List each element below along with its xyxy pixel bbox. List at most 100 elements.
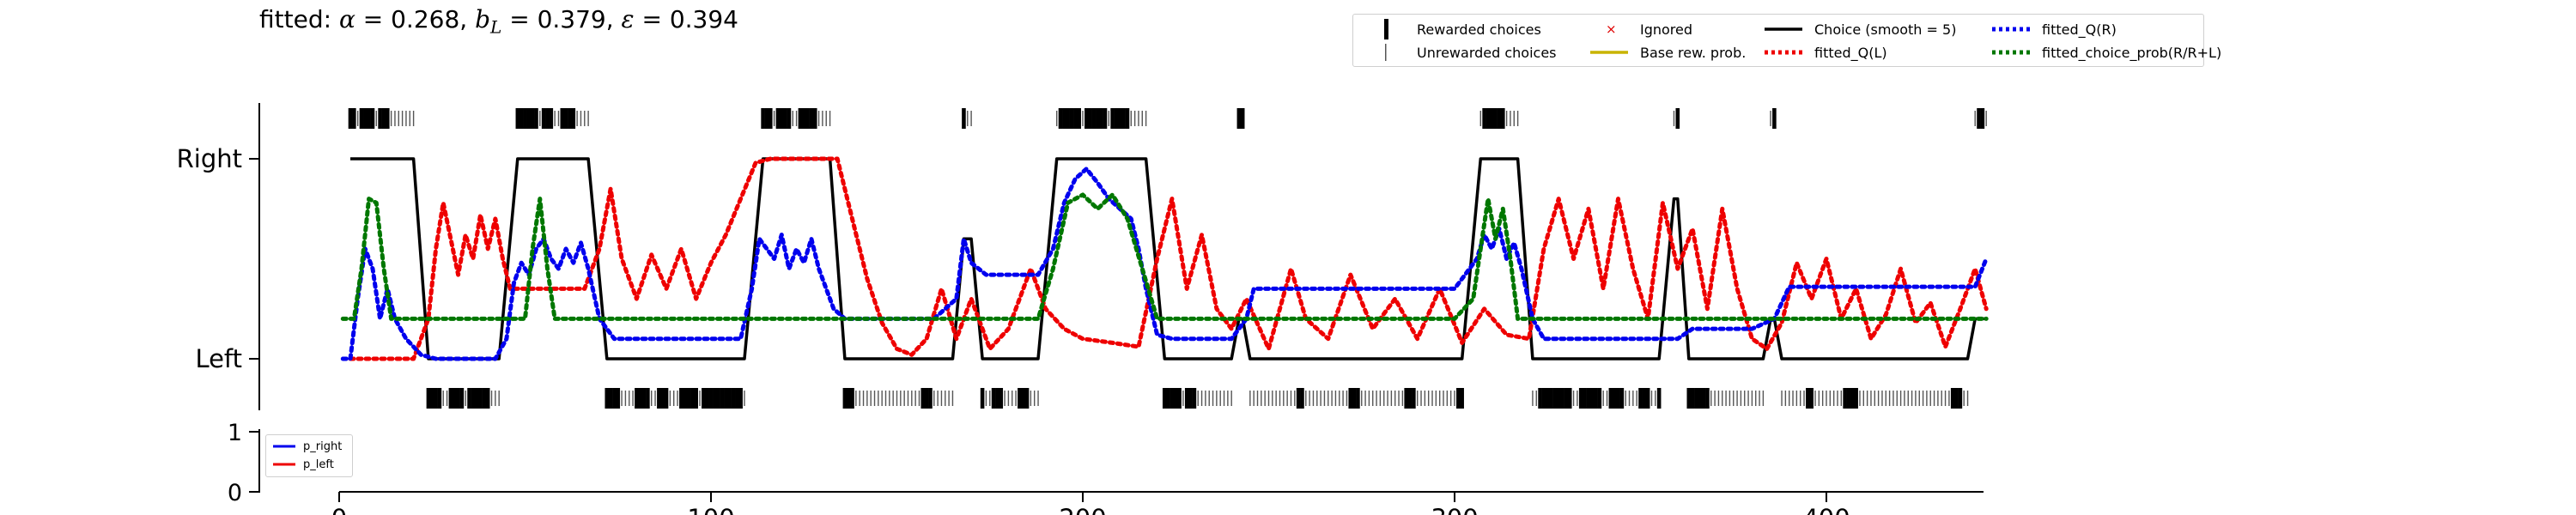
x-tick-label: 200	[1059, 504, 1106, 515]
unrewarded-left-mark	[1937, 391, 1939, 406]
rewarded-left-mark	[1846, 388, 1851, 409]
unrewarded-left-mark	[1814, 391, 1816, 406]
rewarded-right-mark	[801, 108, 806, 129]
unrewarded-left-mark	[699, 391, 701, 406]
rewarded-right-mark	[1091, 108, 1097, 129]
rewarded-left-mark	[1698, 388, 1703, 409]
rewarded-left-mark	[1690, 388, 1695, 409]
unrewarded-left-mark	[1279, 391, 1281, 406]
unrewarded-left-mark	[1368, 391, 1370, 406]
unrewarded-right-mark	[554, 111, 556, 126]
rewarded-left-mark	[679, 388, 683, 409]
unrewarded-left-mark	[651, 391, 653, 406]
unrewarded-left-mark	[1394, 391, 1396, 406]
main-axes: Right Left	[177, 103, 260, 410]
rewarded-left-mark	[1538, 388, 1542, 409]
unrewarded-left-mark	[1427, 391, 1430, 406]
unrewarded-left-mark	[1781, 391, 1783, 406]
unrewarded-right-mark	[1130, 111, 1132, 126]
rewarded-left-mark	[1166, 388, 1170, 409]
series-line-prob	[340, 192, 1989, 321]
rewarded-right-mark	[530, 108, 535, 129]
rewarded-right-mark	[367, 108, 371, 129]
unrewarded-left-mark	[881, 391, 883, 406]
svg-text:×: ×	[1606, 21, 1617, 37]
rewarded-right-mark	[779, 108, 784, 129]
rewarded-left-mark	[1560, 388, 1564, 409]
unrewarded-right-mark	[580, 111, 582, 126]
rewarded-right-marks	[348, 108, 1985, 129]
unrewarded-right-mark	[375, 111, 377, 126]
rewarded-left-mark	[724, 388, 728, 409]
unrewarded-right-mark	[970, 111, 972, 126]
rewarded-right-mark	[1121, 108, 1126, 129]
rewarded-right-mark	[1062, 108, 1066, 129]
rewarded-right-mark	[348, 108, 353, 129]
rewarded-left-mark	[1549, 388, 1553, 409]
unrewarded-left-mark	[1821, 391, 1824, 406]
rewarded-right-mark	[1084, 108, 1089, 129]
rewarded-left-mark	[1188, 388, 1193, 409]
rewarded-left-mark	[485, 388, 490, 409]
unrewarded-left-mark	[985, 391, 987, 406]
rewarded-left-mark	[727, 388, 732, 409]
rewarded-left-mark	[924, 388, 929, 409]
unrewarded-left-mark	[1007, 391, 1010, 406]
unrewarded-left-mark	[1733, 391, 1735, 406]
unrewarded-left-mark	[1632, 391, 1634, 406]
rewarded-left-mark	[1809, 388, 1814, 409]
legend-swatch-p-left	[271, 457, 297, 472]
unrewarded-left-mark	[911, 391, 913, 406]
legend-swatch-choice	[1761, 19, 1806, 39]
x-tick-label: 100	[687, 504, 734, 515]
unrewarded-right-mark	[1513, 111, 1515, 126]
unrewarded-left-mark	[940, 391, 943, 406]
rewarded-left-mark	[1694, 388, 1698, 409]
legend-swatch-base	[1587, 42, 1631, 63]
legend-label: Base rew. prob.	[1640, 44, 1747, 61]
unrewarded-left-mark	[1899, 391, 1902, 406]
unrewarded-left-mark	[1249, 391, 1251, 406]
unrewarded-left-mark	[914, 391, 916, 406]
rewarded-left-mark	[660, 388, 665, 409]
unrewarded-left-mark	[1015, 391, 1017, 406]
rewarded-right-mark	[1099, 108, 1103, 129]
unrewarded-left-mark	[1650, 391, 1653, 406]
unrewarded-left-mark	[1655, 391, 1656, 406]
unrewarded-left-mark	[1874, 391, 1875, 406]
rewarded-right-mark	[764, 108, 769, 129]
rewarded-left-mark	[1597, 388, 1602, 409]
unrewarded-left-mark	[1305, 391, 1307, 406]
unrewarded-left-mark	[1037, 391, 1039, 406]
unrewarded-right-mark	[825, 111, 827, 126]
rewarded-left-mark	[605, 388, 610, 409]
rewarded-left-mark	[616, 388, 621, 409]
unrewarded-left-mark	[1904, 391, 1905, 406]
unrewarded-left-mark	[1717, 391, 1720, 406]
rewarded-right-mark	[534, 108, 538, 129]
unrewarded-left-mark	[989, 391, 991, 406]
unrewarded-left-mark	[1963, 391, 1965, 406]
unrewarded-left-mark	[1818, 391, 1820, 406]
unrewarded-right-mark	[1770, 111, 1771, 126]
rewarded-left-mark	[708, 388, 714, 409]
unrewarded-left-mark	[1286, 391, 1288, 406]
rewarded-left-mark	[995, 388, 999, 409]
unrewarded-left-mark	[1182, 391, 1184, 406]
legend-label: Rewarded choices	[1417, 21, 1541, 38]
unrewarded-left-mark	[1438, 391, 1441, 406]
rewarded-left-mark	[1356, 388, 1360, 409]
unrewarded-left-mark	[1197, 391, 1199, 406]
rewarded-right-mark	[798, 108, 803, 129]
rewarded-right-mark	[1482, 108, 1486, 129]
rewarded-left-mark	[1296, 388, 1301, 409]
rewarded-left-mark	[1460, 388, 1464, 409]
rewarded-left-mark	[991, 388, 996, 409]
rewarded-left-mark	[1950, 388, 1955, 409]
probability-axes: 1 0	[228, 420, 1984, 506]
prob-y-tick-label-0: 0	[228, 480, 242, 506]
rewarded-right-mark	[761, 108, 765, 129]
unrewarded-left-mark	[1030, 391, 1032, 406]
unrewarded-left-mark	[1334, 391, 1337, 406]
rewarded-left-mark	[641, 388, 647, 409]
